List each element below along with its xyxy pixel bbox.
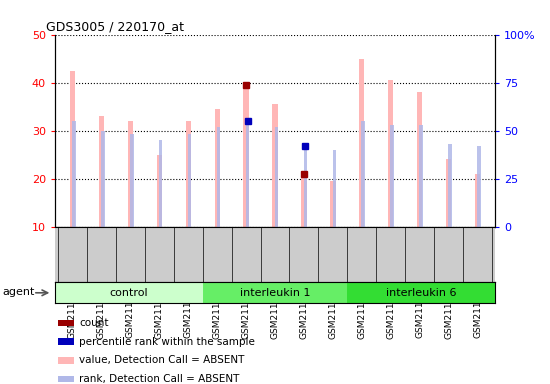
Bar [361,121,365,227]
Bar [446,159,452,227]
Bar [388,80,393,227]
Bar [214,109,219,227]
Bar [72,121,76,227]
Text: value, Detection Call = ABSENT: value, Detection Call = ABSENT [79,356,245,366]
Bar [333,150,336,227]
Bar [272,104,278,227]
Bar [101,131,104,227]
Bar [246,121,249,227]
Text: rank, Detection Call = ABSENT: rank, Detection Call = ABSENT [79,374,240,384]
Bar [331,181,336,227]
Text: GDS3005 / 220170_at: GDS3005 / 220170_at [46,20,184,33]
Text: interleukin 1: interleukin 1 [240,288,310,298]
Bar [417,92,422,227]
Text: interleukin 6: interleukin 6 [386,288,456,298]
Text: agent: agent [3,287,35,297]
Bar [477,146,481,227]
Bar [390,125,394,227]
Bar [159,140,162,227]
Bar [58,376,74,382]
Bar [185,121,191,227]
Bar [475,174,480,227]
Bar [58,339,74,345]
Bar [202,282,348,303]
Bar [359,59,365,227]
Text: percentile rank within the sample: percentile rank within the sample [79,336,255,347]
Bar [98,116,104,227]
Bar [55,282,202,303]
Bar [304,150,307,227]
Bar [157,155,162,227]
Bar [128,121,133,227]
Bar [58,358,74,364]
Bar [58,319,74,326]
Bar [130,134,134,227]
Bar [274,127,278,227]
Bar [217,127,221,227]
Bar [348,282,495,303]
Text: count: count [79,318,109,328]
Text: control: control [109,288,148,298]
Bar [188,134,191,227]
Bar [70,71,75,227]
Bar [244,85,249,227]
Bar [301,174,306,227]
Bar [448,144,452,227]
Bar [419,125,423,227]
